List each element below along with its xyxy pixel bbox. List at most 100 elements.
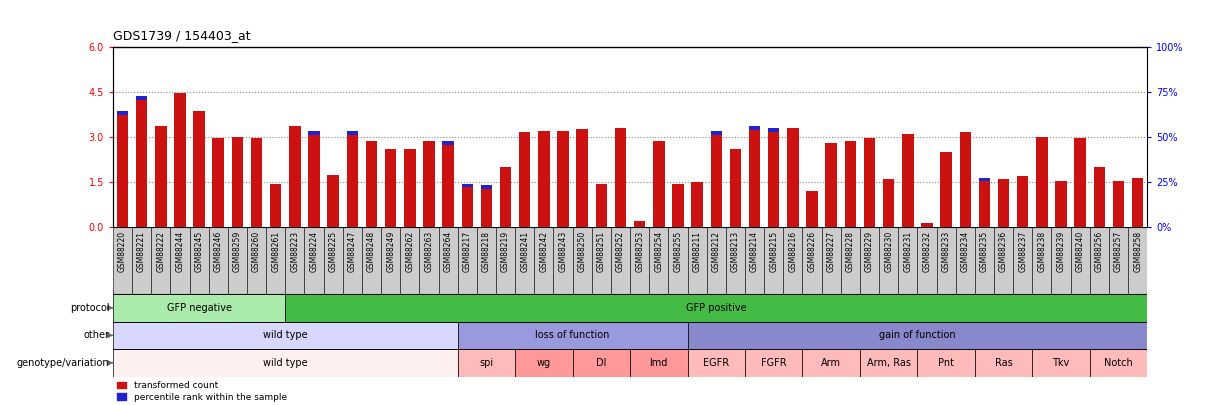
Bar bbox=[918, 227, 936, 294]
Text: GSM88249: GSM88249 bbox=[387, 230, 395, 272]
Bar bbox=[748, 126, 761, 227]
Bar bbox=[745, 349, 802, 377]
Bar bbox=[822, 227, 840, 294]
Bar bbox=[748, 126, 761, 130]
Bar bbox=[591, 227, 611, 294]
Bar bbox=[1055, 181, 1066, 227]
Bar bbox=[346, 131, 358, 135]
Bar bbox=[328, 175, 339, 227]
Bar bbox=[707, 227, 726, 294]
Bar bbox=[174, 93, 185, 227]
Text: GSM88243: GSM88243 bbox=[558, 230, 568, 272]
Text: GFP positive: GFP positive bbox=[686, 303, 746, 313]
Text: GSM88219: GSM88219 bbox=[501, 230, 510, 272]
Bar bbox=[553, 227, 573, 294]
Bar bbox=[998, 179, 1010, 227]
Legend: transformed count, percentile rank within the sample: transformed count, percentile rank withi… bbox=[118, 381, 287, 402]
Bar bbox=[768, 128, 779, 132]
Text: GSM88241: GSM88241 bbox=[520, 230, 529, 272]
Bar bbox=[936, 227, 956, 294]
Text: GSM88232: GSM88232 bbox=[923, 230, 931, 272]
Text: GSM88242: GSM88242 bbox=[540, 230, 548, 272]
Bar bbox=[577, 129, 588, 227]
Bar bbox=[342, 227, 362, 294]
Bar bbox=[631, 349, 687, 377]
Bar bbox=[611, 227, 631, 294]
Text: GSM88211: GSM88211 bbox=[692, 230, 702, 271]
Bar bbox=[1071, 227, 1090, 294]
Text: GSM88234: GSM88234 bbox=[961, 230, 969, 272]
Bar bbox=[879, 227, 898, 294]
Text: GSM88226: GSM88226 bbox=[807, 230, 816, 272]
Text: GSM88264: GSM88264 bbox=[444, 230, 453, 272]
Text: GSM88236: GSM88236 bbox=[999, 230, 1009, 272]
Bar bbox=[496, 227, 515, 294]
Bar bbox=[308, 131, 320, 135]
Text: GFP negative: GFP negative bbox=[167, 303, 232, 313]
Bar bbox=[631, 227, 649, 294]
Bar bbox=[1090, 227, 1109, 294]
Bar bbox=[764, 227, 783, 294]
Text: genotype/variation: genotype/variation bbox=[17, 358, 109, 368]
Text: GSM88254: GSM88254 bbox=[654, 230, 664, 272]
Bar bbox=[1017, 176, 1028, 227]
Bar bbox=[285, 294, 1147, 322]
Text: EGFR: EGFR bbox=[703, 358, 729, 368]
Bar bbox=[519, 132, 530, 227]
Bar bbox=[423, 141, 434, 227]
Text: GSM88221: GSM88221 bbox=[137, 230, 146, 271]
Bar bbox=[883, 179, 894, 227]
Bar bbox=[113, 227, 133, 294]
Text: Tkv: Tkv bbox=[1053, 358, 1070, 368]
Bar bbox=[499, 167, 512, 227]
Bar bbox=[1109, 227, 1128, 294]
Text: GSM88259: GSM88259 bbox=[233, 230, 242, 272]
Text: wild type: wild type bbox=[263, 358, 308, 368]
Text: GSM88247: GSM88247 bbox=[347, 230, 357, 272]
Bar bbox=[844, 141, 856, 227]
Bar bbox=[458, 322, 687, 349]
Text: GSM88251: GSM88251 bbox=[596, 230, 606, 272]
Bar bbox=[189, 227, 209, 294]
Bar bbox=[212, 139, 225, 227]
Bar bbox=[534, 227, 553, 294]
Bar bbox=[346, 131, 358, 227]
Text: GSM88233: GSM88233 bbox=[941, 230, 951, 272]
Bar bbox=[443, 141, 454, 145]
Text: GSM88240: GSM88240 bbox=[1076, 230, 1085, 272]
Bar bbox=[420, 227, 438, 294]
Bar bbox=[247, 227, 266, 294]
Bar bbox=[209, 227, 228, 294]
Text: GDS1739 / 154403_at: GDS1739 / 154403_at bbox=[113, 30, 250, 43]
Text: GSM88228: GSM88228 bbox=[845, 230, 855, 271]
Text: GSM88253: GSM88253 bbox=[636, 230, 644, 272]
Bar bbox=[979, 177, 990, 181]
Text: GSM88252: GSM88252 bbox=[616, 230, 625, 272]
Text: GSM88223: GSM88223 bbox=[291, 230, 299, 272]
Text: loss of function: loss of function bbox=[535, 330, 610, 340]
Text: GSM88255: GSM88255 bbox=[674, 230, 682, 272]
Bar bbox=[960, 132, 971, 227]
Bar bbox=[194, 111, 205, 227]
Bar bbox=[133, 227, 151, 294]
Bar bbox=[1128, 227, 1147, 294]
Text: GSM88229: GSM88229 bbox=[865, 230, 874, 272]
Text: GSM88225: GSM88225 bbox=[329, 230, 337, 272]
Bar bbox=[232, 137, 243, 227]
Text: GSM88262: GSM88262 bbox=[405, 230, 415, 272]
Text: GSM88238: GSM88238 bbox=[1037, 230, 1047, 272]
Bar bbox=[669, 227, 687, 294]
Bar bbox=[113, 294, 285, 322]
Bar bbox=[228, 227, 247, 294]
Text: Arm, Ras: Arm, Ras bbox=[866, 358, 910, 368]
Bar bbox=[649, 227, 669, 294]
Text: GSM88245: GSM88245 bbox=[195, 230, 204, 272]
Text: GSM88214: GSM88214 bbox=[750, 230, 760, 272]
Bar bbox=[1036, 137, 1048, 227]
Bar bbox=[266, 227, 285, 294]
Bar bbox=[171, 227, 189, 294]
Bar bbox=[400, 227, 420, 294]
Bar bbox=[726, 227, 745, 294]
Bar bbox=[840, 227, 860, 294]
Bar bbox=[687, 227, 707, 294]
